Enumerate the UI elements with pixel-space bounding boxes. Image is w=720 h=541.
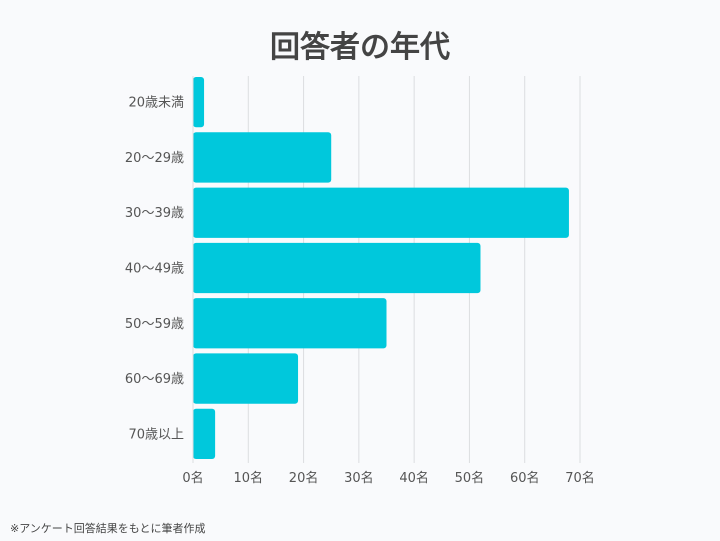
x-tick-label: 20名 xyxy=(289,470,319,486)
x-tick-label: 0名 xyxy=(182,470,203,486)
x-tick-label: 70名 xyxy=(565,470,595,486)
x-tick-label: 50名 xyxy=(455,470,485,486)
bar xyxy=(193,298,387,349)
y-tick-label: 20歳未満 xyxy=(128,96,184,111)
bar xyxy=(193,132,332,183)
y-tick-label: 50〜59歳 xyxy=(125,317,184,332)
bar xyxy=(193,187,569,238)
y-tick-label: 30〜39歳 xyxy=(125,206,184,221)
x-tick-label: 60名 xyxy=(510,470,540,486)
y-tick-label: 40〜49歳 xyxy=(125,262,184,277)
bar xyxy=(193,77,205,128)
chart-title: 回答者の年代 xyxy=(270,30,450,65)
x-tick-label: 30名 xyxy=(344,470,374,486)
bar xyxy=(193,408,216,459)
x-tick-label: 40名 xyxy=(399,470,429,486)
y-tick-label: 60〜69歳 xyxy=(125,372,184,387)
bar xyxy=(193,242,481,294)
y-tick-label: 70歳以上 xyxy=(128,427,184,442)
footnote: ※アンケート回答結果をもとに筆者作成 xyxy=(10,522,206,535)
y-tick-label: 20〜29歳 xyxy=(125,151,184,166)
bar xyxy=(193,353,299,404)
x-tick-label: 10名 xyxy=(234,470,264,486)
